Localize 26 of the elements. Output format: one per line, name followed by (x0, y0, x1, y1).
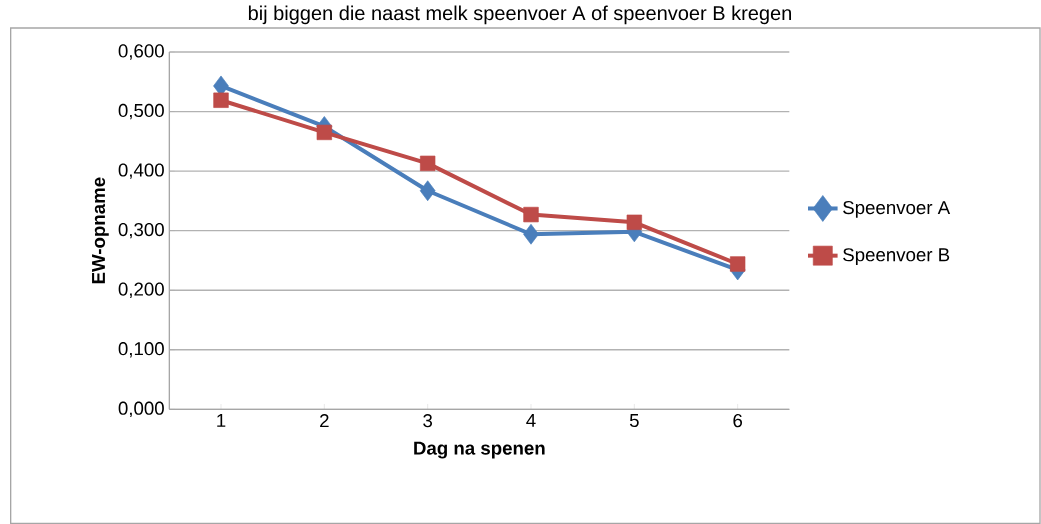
point (523, 223, 539, 245)
legend-label: Speenvoer B (843, 248, 950, 266)
x-tick-label: 1 (217, 414, 226, 427)
y-tick-label: 0,400 (118, 163, 164, 179)
point (626, 214, 643, 230)
legend-label: Speenvoer A (843, 200, 951, 218)
y-tick-label: 0,500 (118, 103, 164, 120)
chart-title: bij biggen die naast melk speenvoer A of speenvoer B kregen (248, 5, 791, 25)
x-tick-label: 2 (320, 414, 329, 428)
x-axis-title: Dag na spenen (414, 441, 545, 459)
y-tick-label: 0,200 (118, 282, 164, 298)
y-tick-label: 0,600 (118, 44, 164, 60)
point (420, 155, 436, 172)
x-tick-label: 5 (629, 414, 639, 428)
y-tick-label: 0,000 (118, 401, 164, 418)
x-tick-label: 3 (423, 414, 433, 428)
point (729, 256, 746, 272)
x-tick-label: 6 (733, 414, 743, 428)
point (523, 206, 539, 223)
point (419, 180, 436, 202)
point (316, 124, 333, 141)
x-tick-label: 4 (526, 414, 536, 427)
point (213, 92, 229, 108)
y-axis-title: EW-opname (92, 177, 109, 284)
y-tick-label: 0,100 (118, 342, 164, 358)
y-tick-label: 0,300 (118, 222, 164, 239)
